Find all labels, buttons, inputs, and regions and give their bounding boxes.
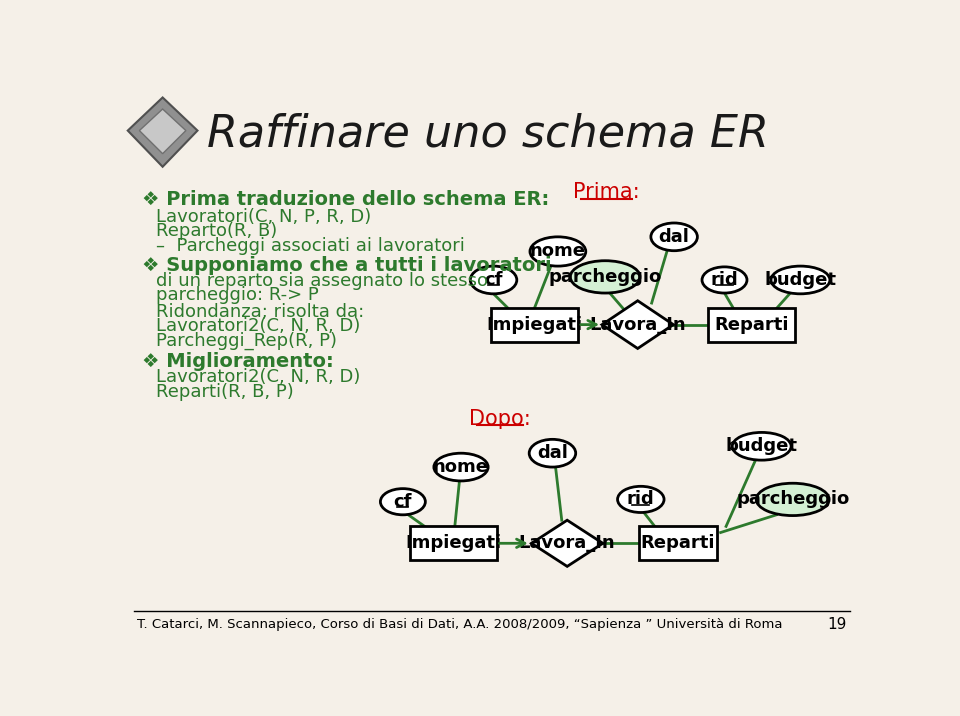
Text: Lavora_In: Lavora_In xyxy=(518,534,615,552)
Bar xyxy=(708,308,795,342)
Ellipse shape xyxy=(651,223,697,251)
Text: Lavoratori(C, N, P, R, D): Lavoratori(C, N, P, R, D) xyxy=(156,208,371,226)
Ellipse shape xyxy=(570,261,640,293)
Text: 19: 19 xyxy=(828,617,847,632)
Ellipse shape xyxy=(529,440,576,467)
Text: Impiegati: Impiegati xyxy=(405,534,501,552)
Text: Reparto(R, B): Reparto(R, B) xyxy=(156,223,276,241)
Ellipse shape xyxy=(702,267,747,293)
Text: dal: dal xyxy=(537,444,568,463)
Text: dal: dal xyxy=(659,228,689,246)
Text: rid: rid xyxy=(627,490,655,508)
Text: T. Catarci, M. Scannapieco, Corso di Basi di Dati, A.A. 2008/2009, “Sapienza ” U: T. Catarci, M. Scannapieco, Corso di Bas… xyxy=(137,619,782,632)
Text: nome: nome xyxy=(530,243,586,261)
Text: cf: cf xyxy=(484,271,503,289)
Text: Lavoratori2(C, N, R, D): Lavoratori2(C, N, R, D) xyxy=(156,368,360,386)
Text: Prima:: Prima: xyxy=(573,182,640,202)
Text: budget: budget xyxy=(726,437,798,455)
Bar xyxy=(492,308,578,342)
Ellipse shape xyxy=(756,483,829,516)
Text: ❖ Prima traduzione dello schema ER:: ❖ Prima traduzione dello schema ER: xyxy=(142,190,549,209)
Polygon shape xyxy=(139,109,186,154)
Bar xyxy=(639,526,717,560)
Text: parcheggio: parcheggio xyxy=(548,268,661,286)
Text: Reparti: Reparti xyxy=(714,316,789,334)
Text: ❖ Supponiamo che a tutti i lavoratori: ❖ Supponiamo che a tutti i lavoratori xyxy=(142,256,551,275)
Ellipse shape xyxy=(434,453,488,481)
Ellipse shape xyxy=(380,488,425,515)
Text: Lavora_In: Lavora_In xyxy=(589,316,686,334)
Text: nome: nome xyxy=(433,458,489,476)
Polygon shape xyxy=(602,301,673,349)
Text: Lavoratori2(C, N, R, D): Lavoratori2(C, N, R, D) xyxy=(156,317,360,335)
Text: Raffinare uno schema ER: Raffinare uno schema ER xyxy=(206,112,769,155)
Text: rid: rid xyxy=(710,271,738,289)
Ellipse shape xyxy=(732,432,791,460)
Text: Impiegati: Impiegati xyxy=(487,316,583,334)
Text: Dopo:: Dopo: xyxy=(468,409,531,429)
Ellipse shape xyxy=(470,266,516,294)
Ellipse shape xyxy=(617,486,664,513)
Polygon shape xyxy=(532,521,603,566)
Text: parcheggio: R-> P: parcheggio: R-> P xyxy=(156,286,319,304)
Text: –  Parcheggi associati ai lavoratori: – Parcheggi associati ai lavoratori xyxy=(156,237,465,255)
Text: Reparti: Reparti xyxy=(640,534,715,552)
Bar xyxy=(410,526,496,560)
Ellipse shape xyxy=(530,237,586,266)
Text: Reparti(R, B, P): Reparti(R, B, P) xyxy=(156,382,294,401)
Ellipse shape xyxy=(771,266,829,294)
Text: cf: cf xyxy=(394,493,412,511)
Polygon shape xyxy=(128,97,198,167)
Text: ❖ Miglioramento:: ❖ Miglioramento: xyxy=(142,352,333,371)
Text: Ridondanza; risolta da:: Ridondanza; risolta da: xyxy=(156,303,364,321)
Text: parcheggio: parcheggio xyxy=(736,490,850,508)
Text: budget: budget xyxy=(764,271,836,289)
Text: Parcheggi_Rep(R, P): Parcheggi_Rep(R, P) xyxy=(156,332,337,350)
Text: di un reparto sia assegnato lo stesso: di un reparto sia assegnato lo stesso xyxy=(156,272,488,290)
